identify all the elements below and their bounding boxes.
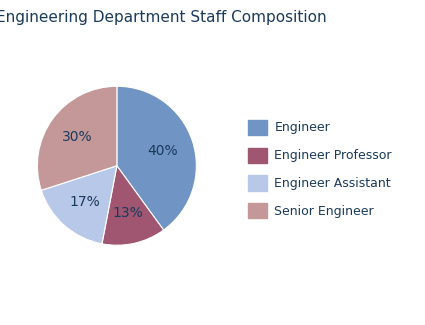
Wedge shape	[117, 86, 196, 230]
Wedge shape	[37, 86, 117, 190]
Text: 13%: 13%	[112, 206, 143, 220]
Text: 40%: 40%	[148, 144, 178, 158]
Text: 30%: 30%	[62, 130, 93, 144]
Text: Engineering Department Staff Composition: Engineering Department Staff Composition	[0, 10, 327, 25]
Wedge shape	[102, 166, 164, 245]
Legend: Engineer, Engineer Professor, Engineer Assistant, Senior Engineer: Engineer, Engineer Professor, Engineer A…	[244, 116, 396, 222]
Text: 17%: 17%	[69, 195, 100, 209]
Wedge shape	[41, 166, 117, 244]
